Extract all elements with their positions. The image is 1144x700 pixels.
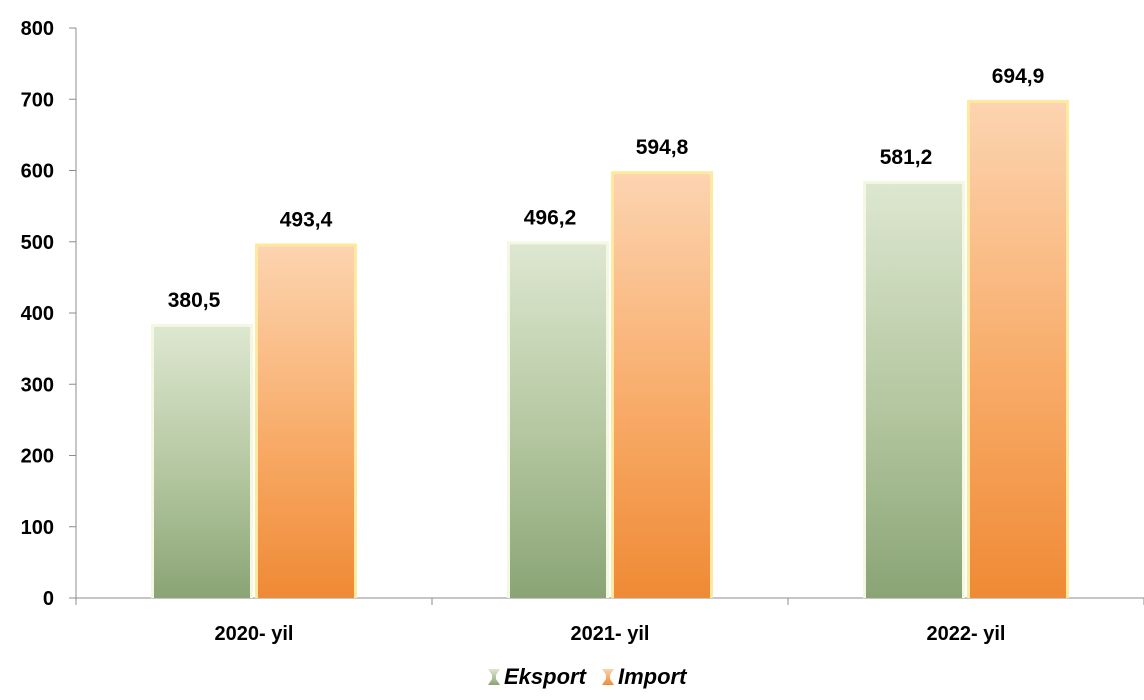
data-label: 493,4 <box>280 208 333 231</box>
axes: 0 100 200 300 400 500 600 700 800 2020- yil 2021- … <box>21 18 1144 645</box>
y-tick-label: 300 <box>21 374 54 396</box>
y-tick-label: 200 <box>21 446 54 468</box>
y-tick-label: 700 <box>21 89 54 111</box>
bars <box>151 99 1069 598</box>
legend-label-eksport: Eksport <box>504 664 588 689</box>
legend-swatch-import <box>602 669 614 685</box>
data-label: 581,2 <box>880 146 933 169</box>
data-labels: 380,5 493,4 496,2 594,8 581,2 694,9 <box>168 65 1045 312</box>
legend: Eksport Import <box>488 664 688 689</box>
y-tick-label: 500 <box>21 232 54 254</box>
legend-swatch-eksport <box>488 669 500 685</box>
data-label: 380,5 <box>168 289 221 312</box>
bar-import-3 <box>970 102 1066 598</box>
legend-label-import: Import <box>618 664 688 689</box>
data-label: 594,8 <box>636 136 689 159</box>
bar-import-1 <box>258 246 354 598</box>
data-label: 694,9 <box>992 65 1045 88</box>
bar-eksport-3 <box>866 183 962 598</box>
x-tick-label: 2022- yil <box>927 623 1006 645</box>
bar-eksport-2 <box>510 244 606 598</box>
x-tick-label: 2020- yil <box>215 623 294 645</box>
y-tick-label: 800 <box>21 18 54 40</box>
data-label: 496,2 <box>524 206 577 229</box>
y-tick-label: 600 <box>21 161 54 183</box>
y-tick-label: 100 <box>21 517 54 539</box>
bar-eksport-1 <box>154 326 250 598</box>
y-tick-label: 400 <box>21 303 54 325</box>
bar-import-2 <box>614 174 710 598</box>
x-tick-label: 2021- yil <box>571 623 650 645</box>
y-tick-label: 0 <box>43 588 54 610</box>
